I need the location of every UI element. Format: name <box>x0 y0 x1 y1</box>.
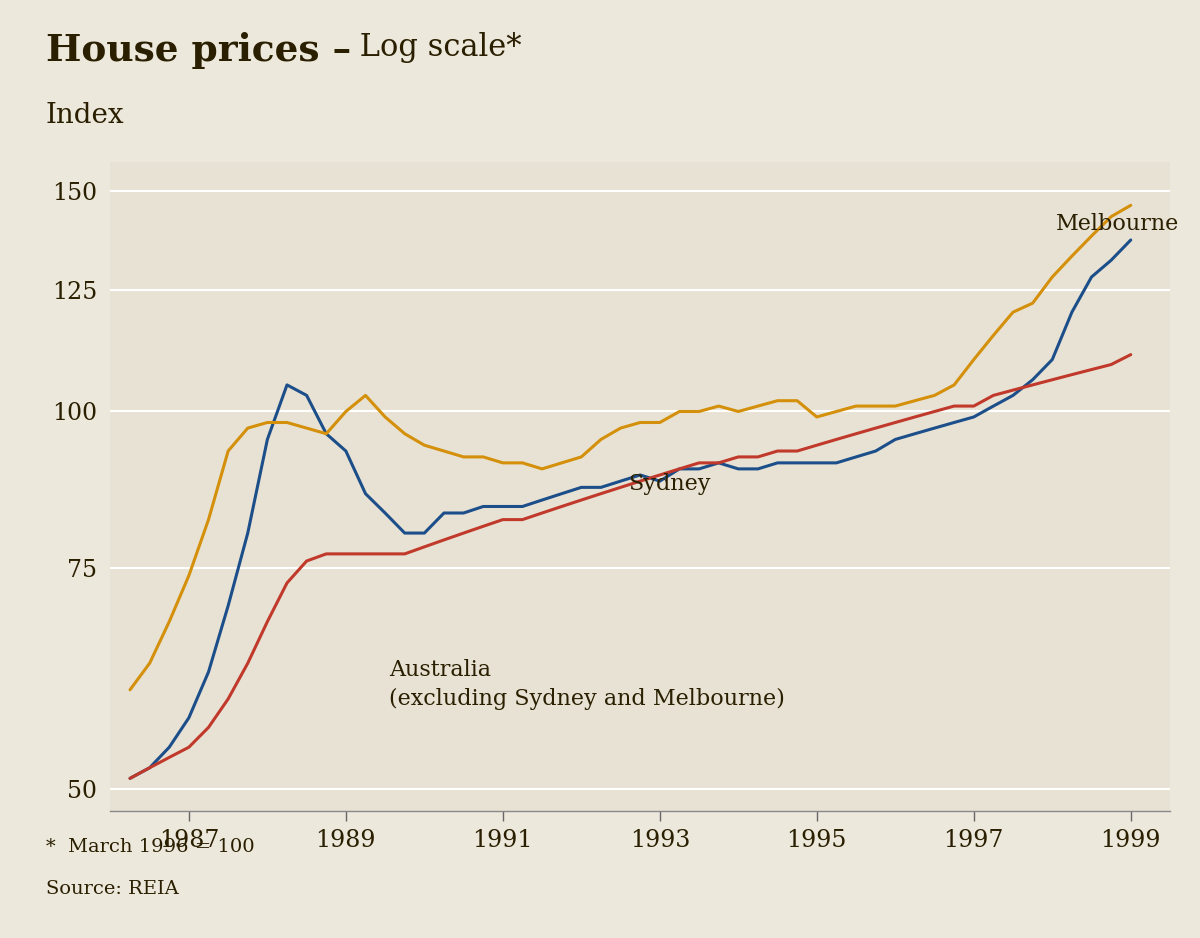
Text: Melbourne: Melbourne <box>1056 213 1180 235</box>
Text: Sydney: Sydney <box>629 474 710 495</box>
Text: Source: REIA: Source: REIA <box>46 880 179 898</box>
Text: House prices –: House prices – <box>46 32 350 69</box>
Text: *  March 1996 = 100: * March 1996 = 100 <box>46 838 254 855</box>
Text: Index: Index <box>46 102 125 129</box>
Text: Log scale*: Log scale* <box>350 32 522 63</box>
Text: Australia
(excluding Sydney and Melbourne): Australia (excluding Sydney and Melbourn… <box>389 658 785 710</box>
